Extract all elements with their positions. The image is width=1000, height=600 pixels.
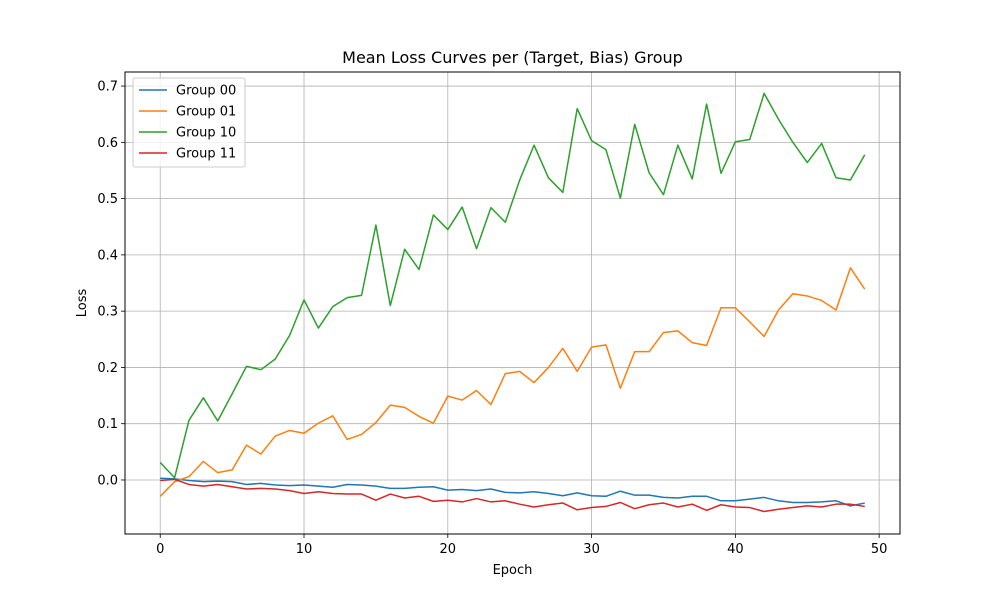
y-tick-label: 0.3 — [97, 305, 118, 320]
y-tick-label: 0.2 — [97, 361, 118, 376]
plot-frame — [124, 71, 901, 535]
series-line-group-01 — [159, 267, 866, 497]
y-tick-label: 0.0 — [97, 473, 118, 488]
legend-label: Group 10 — [176, 126, 236, 141]
y-tick-label: 0.5 — [97, 192, 118, 207]
series-line-group-00 — [160, 477, 865, 507]
legend-box — [132, 77, 246, 168]
series-lines — [159, 92, 866, 513]
x-tick-label: 50 — [871, 542, 888, 557]
y-tick-label: 0.1 — [97, 417, 118, 432]
y-axis-label: Loss — [75, 289, 90, 318]
legend: Group 00 Group 01 Group 10 Group 11 — [132, 77, 246, 168]
series-line-group-10 — [159, 92, 866, 479]
legend-label: Group 11 — [176, 147, 236, 162]
legend-label: Group 01 — [176, 105, 236, 120]
ticks: 0 10 20 30 40 50 0.0 0.1 0.2 0.3 0.4 0.5 0.6 0.7 — [97, 80, 887, 557]
x-tick-label: 10 — [296, 542, 313, 557]
legend-label: Group 00 — [176, 84, 236, 99]
y-tick-label: 0.6 — [97, 136, 118, 151]
x-tick-label: 40 — [727, 542, 744, 557]
series-line-group-11 — [160, 478, 865, 513]
x-tick-label: 30 — [583, 542, 600, 557]
x-tick-label: 20 — [440, 542, 457, 557]
x-tick-label: 0 — [156, 542, 164, 557]
y-tick-label: 0.4 — [97, 248, 118, 263]
y-tick-label: 0.7 — [97, 80, 118, 95]
x-axis-label: Epoch — [493, 563, 533, 578]
chart-title: Mean Loss Curves per (Target, Bias) Grou… — [342, 48, 683, 67]
